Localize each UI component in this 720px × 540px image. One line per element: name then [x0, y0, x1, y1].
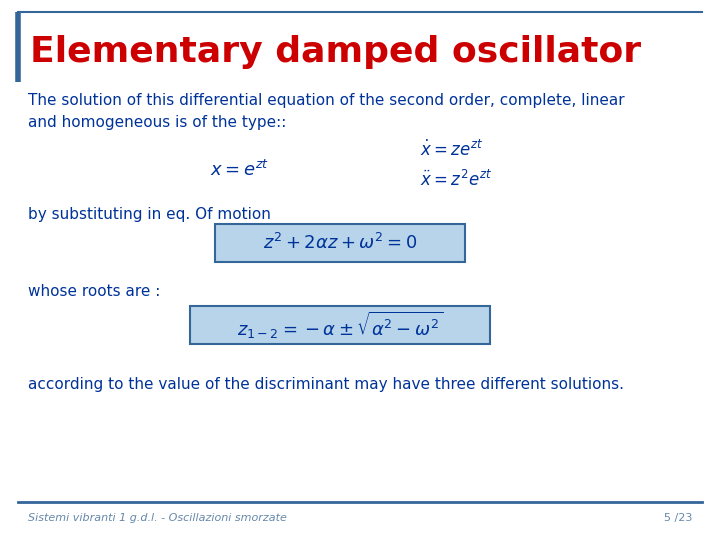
Text: by substituting in eq. Of motion: by substituting in eq. Of motion	[28, 207, 271, 222]
Text: $\ddot{x} = z^2e^{zt}$: $\ddot{x} = z^2e^{zt}$	[420, 170, 492, 190]
Text: The solution of this differential equation of the second order, complete, linear: The solution of this differential equati…	[28, 92, 625, 107]
Bar	[215, 224, 465, 262]
Text: $x = e^{zt}$: $x = e^{zt}$	[210, 160, 269, 180]
Text: and homogeneous is of the type::: and homogeneous is of the type::	[28, 114, 287, 130]
Text: $z_{1-2} = -\alpha \pm \sqrt{\alpha^2 - \omega^2}$: $z_{1-2} = -\alpha \pm \sqrt{\alpha^2 - …	[237, 309, 443, 341]
Text: 5 /23: 5 /23	[664, 513, 692, 523]
Text: whose roots are :: whose roots are :	[28, 285, 161, 300]
Bar	[190, 306, 490, 344]
Text: $\dot{x} = ze^{zt}$: $\dot{x} = ze^{zt}$	[420, 140, 484, 160]
Text: $z^2 + 2\alpha z + \omega^2 = 0$: $z^2 + 2\alpha z + \omega^2 = 0$	[263, 233, 417, 253]
Text: Elementary damped oscillator: Elementary damped oscillator	[30, 35, 641, 69]
Text: Sistemi vibranti 1 g.d.l. - Oscillazioni smorzate: Sistemi vibranti 1 g.d.l. - Oscillazioni…	[28, 513, 287, 523]
Text: according to the value of the discriminant may have three different solutions.: according to the value of the discrimina…	[28, 377, 624, 393]
